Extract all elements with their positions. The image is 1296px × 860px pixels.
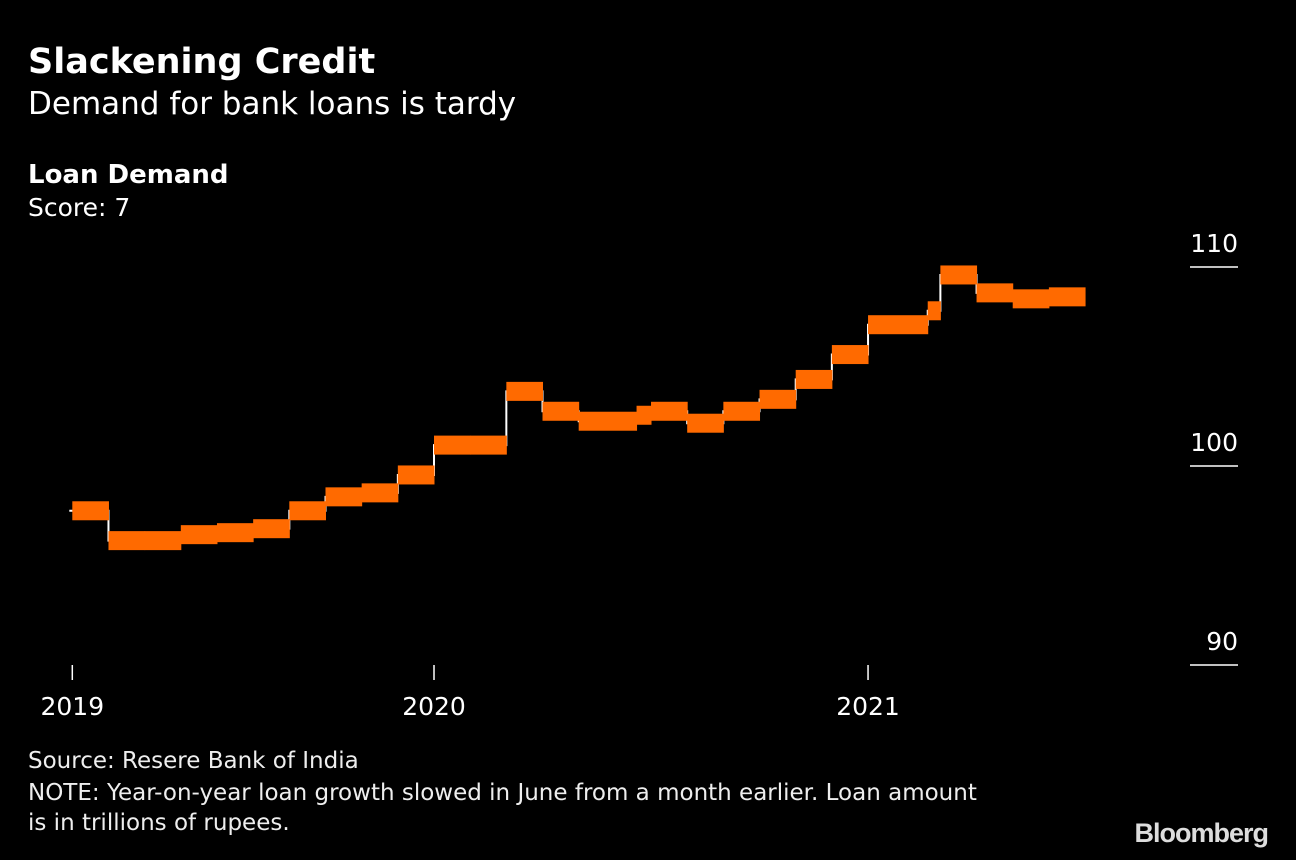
series-title: Loan Demand: [28, 160, 229, 190]
source-note: Source: Resere Bank of India: [28, 748, 359, 774]
footnote: NOTE: Year-on-year loan growth slowed in…: [28, 780, 977, 836]
step-segment: [253, 519, 290, 539]
step-segment: [434, 435, 471, 455]
step-segment: [361, 483, 399, 503]
step-segment: [927, 301, 941, 321]
unit-label: Score: 7: [28, 193, 131, 222]
step-segment: [759, 389, 797, 409]
x-tick-label: 2020: [402, 692, 466, 721]
chart-subtitle: Demand for bank loans is tardy: [28, 86, 517, 122]
step-segment: [723, 401, 761, 421]
step-segment: [180, 525, 218, 545]
step-segment: [397, 465, 435, 485]
step-segment: [325, 487, 363, 507]
x-tick-label: 2021: [836, 692, 900, 721]
step-segment: [636, 405, 652, 425]
step-segment: [687, 413, 724, 433]
bloomberg-logo: Bloomberg: [1134, 818, 1269, 848]
step-segment: [578, 411, 638, 431]
step-segment: [216, 523, 254, 543]
step-segment: [940, 265, 978, 285]
step-segment: [651, 401, 688, 421]
y-tick-label: 90: [1206, 627, 1238, 656]
step-segment: [831, 345, 869, 365]
step-segment: [144, 531, 182, 551]
step-segment: [506, 381, 544, 401]
step-segment: [108, 531, 146, 551]
x-tick-label: 2019: [40, 692, 104, 721]
step-segment: [289, 501, 326, 521]
step-segment: [1012, 289, 1050, 309]
y-tick-label: 110: [1190, 229, 1238, 258]
step-segment: [470, 435, 507, 455]
step-segment: [795, 369, 833, 389]
step-segment: [72, 501, 109, 521]
y-tick-label: 100: [1190, 428, 1238, 457]
step-segment: [868, 315, 929, 335]
step-segment: [1048, 287, 1086, 307]
step-segment: [976, 283, 1014, 303]
chart-title: Slackening Credit: [28, 42, 376, 82]
step-segment: [542, 401, 580, 421]
